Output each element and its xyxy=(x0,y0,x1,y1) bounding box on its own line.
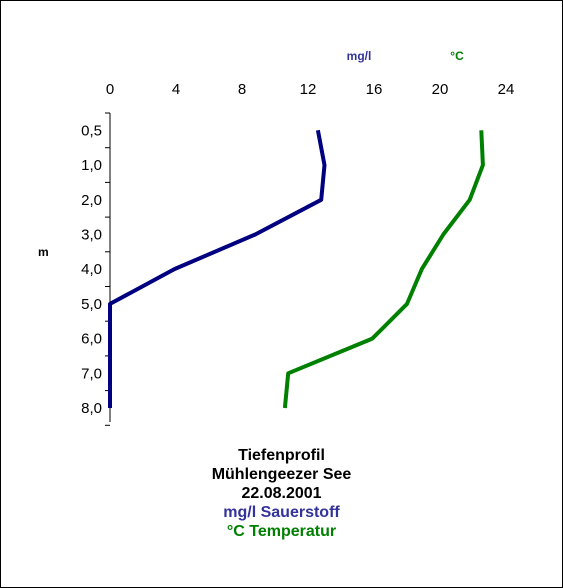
y-tick-label: 5,0 xyxy=(81,296,102,313)
temperature-unit-label: °C xyxy=(450,49,464,63)
y-tick-label: 2,0 xyxy=(81,192,102,209)
caption-date: 22.08.2001 xyxy=(241,485,322,502)
y-tick-label: 8,0 xyxy=(81,400,102,417)
y-tick-label: 4,0 xyxy=(81,261,102,278)
temperature-series-line xyxy=(282,130,485,409)
caption-lake: Mühlengeezer See xyxy=(211,466,352,483)
y-tick-label: 1,0 xyxy=(81,157,102,174)
y-tick-label: 0,5 xyxy=(81,122,102,139)
x-tick-label: 12 xyxy=(300,81,317,98)
y-tick-label: 3,0 xyxy=(81,226,102,243)
x-tick-label: 24 xyxy=(498,81,515,98)
series-layer xyxy=(108,129,485,409)
y-axis-ticks: 0,5 1,0 2,0 3,0 4,0 5,0 6,0 7,0 8,0 xyxy=(81,112,110,426)
x-tick-label: 0 xyxy=(106,81,114,98)
x-tick-label: 8 xyxy=(238,81,246,98)
y-axis-title: m xyxy=(38,245,49,259)
x-axis-ticks: 0 4 8 12 16 20 24 xyxy=(106,81,515,98)
caption-oxygen: mg/l Sauerstoff xyxy=(223,504,340,521)
x-tick-label: 20 xyxy=(432,81,449,98)
oxygen-series-line xyxy=(108,129,327,408)
caption-title: Tiefenprofil xyxy=(238,447,325,464)
y-tick-label: 7,0 xyxy=(81,365,102,382)
oxygen-unit-label: mg/l xyxy=(347,49,372,63)
x-tick-label: 4 xyxy=(172,81,180,98)
caption-temperature: °C Temperatur xyxy=(226,523,337,540)
x-tick-label: 16 xyxy=(366,81,383,98)
y-tick-label: 6,0 xyxy=(81,331,102,348)
